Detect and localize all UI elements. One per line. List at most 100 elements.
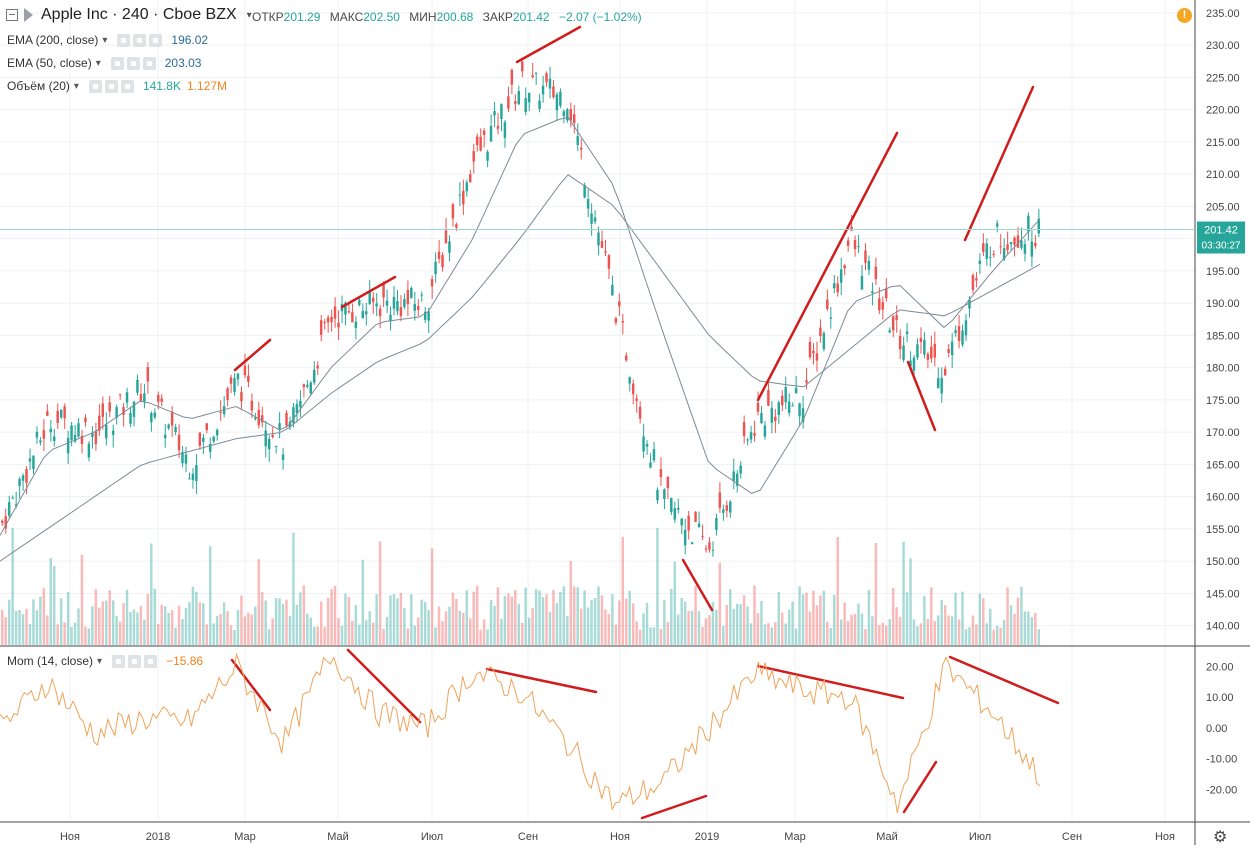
volume-bar <box>860 613 864 645</box>
visibility-icon[interactable] <box>117 33 131 47</box>
candle <box>458 194 462 196</box>
volume-bar <box>278 598 281 645</box>
candle <box>66 437 70 454</box>
candle <box>777 402 780 415</box>
candle <box>489 125 493 142</box>
volume-bar <box>184 607 188 645</box>
legend-volume-label: Объём (20) <box>7 79 70 93</box>
x-tick-label: Ноя <box>1155 831 1175 843</box>
y-tick-label: 150.00 <box>1206 556 1240 568</box>
close-icon[interactable] <box>142 56 156 70</box>
x-tick-label: Ноя <box>60 831 80 843</box>
candle <box>59 409 63 418</box>
volume-bar <box>489 599 493 645</box>
volume-bar <box>233 629 236 645</box>
volume-bar <box>358 624 361 645</box>
candle <box>770 407 774 423</box>
settings-icon[interactable] <box>104 79 118 93</box>
candle <box>430 279 434 287</box>
visibility-icon[interactable] <box>88 79 102 93</box>
volume-bar <box>143 619 146 645</box>
volume-bar <box>139 605 143 645</box>
x-tick-label: Сен <box>518 831 538 843</box>
candle <box>482 130 486 135</box>
chevron-down-icon[interactable]: ▾ <box>97 655 103 667</box>
volume-bar <box>562 586 566 645</box>
volume-bar <box>815 605 819 645</box>
candle <box>680 518 683 526</box>
candle <box>538 100 541 109</box>
candle <box>961 330 964 345</box>
flag-icon[interactable] <box>24 8 33 22</box>
volume-bar <box>281 603 285 645</box>
settings-icon[interactable] <box>128 654 142 668</box>
candle <box>656 489 659 501</box>
candle <box>1013 237 1016 245</box>
candle <box>434 261 437 275</box>
candle <box>767 390 770 406</box>
x-tick-label: Июл <box>421 831 443 843</box>
chevron-down-icon[interactable]: ▾ <box>102 34 108 46</box>
legend-momentum[interactable]: Mom (14, close) ▾ −15.86 <box>7 654 203 668</box>
gear-icon[interactable]: ⚙ <box>1213 829 1228 846</box>
close-icon[interactable] <box>149 33 163 47</box>
visibility-icon[interactable] <box>112 654 126 668</box>
legend-ema-50-value: 203.03 <box>164 56 202 70</box>
candle <box>749 432 753 440</box>
volume-bar <box>240 595 243 645</box>
chevron-down-icon[interactable]: ▾ <box>73 80 79 92</box>
candle <box>992 254 995 256</box>
volume-bar <box>905 592 909 645</box>
symbol-title[interactable]: Apple Inc · 240 · Cboe BZX ▾ <box>6 6 262 24</box>
volume-bar <box>521 623 524 645</box>
candle <box>1002 248 1006 260</box>
candle <box>209 443 212 452</box>
trend-line <box>756 664 905 700</box>
volume-bar <box>857 603 860 645</box>
candle <box>531 75 534 78</box>
candle <box>215 429 219 436</box>
legend-ema-200[interactable]: EMA (200, close) ▾ 196.02 <box>7 33 208 47</box>
visibility-icon[interactable] <box>110 56 124 70</box>
candle <box>150 413 153 423</box>
volume-bar <box>198 602 202 645</box>
candle <box>829 317 832 319</box>
volume-bar <box>725 604 728 645</box>
volume-bar <box>704 618 708 645</box>
candle <box>18 478 21 487</box>
candle <box>358 300 361 305</box>
y-tick-label: 235.00 <box>1206 8 1240 20</box>
volume-bar <box>302 585 306 645</box>
volume-bar <box>174 627 177 645</box>
candle <box>444 230 448 244</box>
legend-volume[interactable]: Объём (20) ▾ 141.8K 1.127M <box>7 79 227 93</box>
candle <box>1006 244 1009 251</box>
volume-bar <box>794 628 798 645</box>
candle <box>153 412 156 418</box>
volume-bar <box>236 610 240 645</box>
x-tick-label: Июл <box>969 831 991 843</box>
chevron-down-icon[interactable]: ▾ <box>95 57 101 69</box>
candle <box>226 388 229 401</box>
high-value: 202.50 <box>363 10 400 24</box>
volume-bar <box>417 617 420 645</box>
settings-icon[interactable] <box>133 33 147 47</box>
volume-bar <box>493 605 496 645</box>
close-icon[interactable] <box>144 654 158 668</box>
volume-bar <box>590 600 593 645</box>
close-icon[interactable] <box>120 79 134 93</box>
settings-icon[interactable] <box>126 56 140 70</box>
volume-bar <box>1020 586 1023 645</box>
alert-icon[interactable]: ! <box>1177 8 1192 23</box>
collapse-icon[interactable] <box>6 9 18 21</box>
chevron-down-icon[interactable]: ▾ <box>246 9 252 21</box>
candle <box>729 501 732 513</box>
candle <box>160 398 163 402</box>
legend-ema-50[interactable]: EMA (50, close) ▾ 203.03 <box>7 56 201 70</box>
candle <box>243 365 247 376</box>
volume-bar <box>170 610 174 645</box>
candle <box>21 475 25 481</box>
candle <box>826 299 829 309</box>
y-tick-label: 180.00 <box>1206 363 1240 375</box>
